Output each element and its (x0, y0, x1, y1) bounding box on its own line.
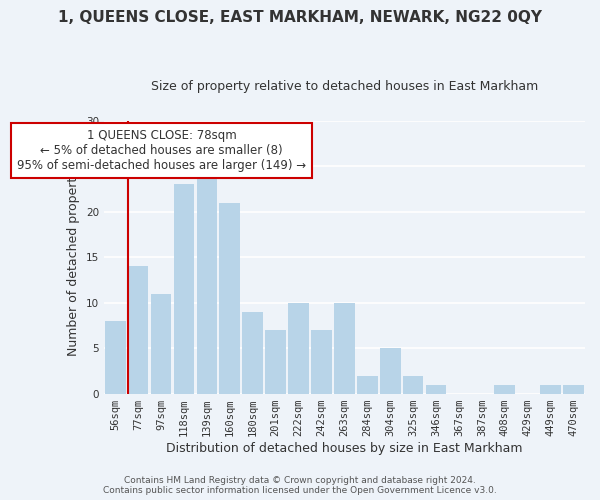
Bar (334, 303, 355, 394)
Bar (197, 176, 217, 394)
Bar (265, 330, 286, 394)
Bar (151, 294, 172, 394)
Bar (173, 184, 194, 394)
Bar (105, 321, 125, 394)
Bar (311, 330, 332, 394)
Bar (494, 385, 515, 394)
Bar (403, 376, 424, 394)
Bar (220, 202, 240, 394)
Title: Size of property relative to detached houses in East Markham: Size of property relative to detached ho… (151, 80, 538, 93)
Bar (357, 376, 377, 394)
Bar (288, 303, 309, 394)
Bar (426, 385, 446, 394)
Text: 1 QUEENS CLOSE: 78sqm
← 5% of detached houses are smaller (8)
95% of semi-detach: 1 QUEENS CLOSE: 78sqm ← 5% of detached h… (17, 129, 306, 172)
Bar (541, 385, 561, 394)
Bar (563, 385, 584, 394)
Text: Contains HM Land Registry data © Crown copyright and database right 2024.
Contai: Contains HM Land Registry data © Crown c… (103, 476, 497, 495)
Bar (380, 348, 401, 394)
X-axis label: Distribution of detached houses by size in East Markham: Distribution of detached houses by size … (166, 442, 523, 455)
Text: 1, QUEENS CLOSE, EAST MARKHAM, NEWARK, NG22 0QY: 1, QUEENS CLOSE, EAST MARKHAM, NEWARK, N… (58, 10, 542, 25)
Bar (128, 266, 148, 394)
Y-axis label: Number of detached properties: Number of detached properties (67, 159, 80, 356)
Bar (242, 312, 263, 394)
